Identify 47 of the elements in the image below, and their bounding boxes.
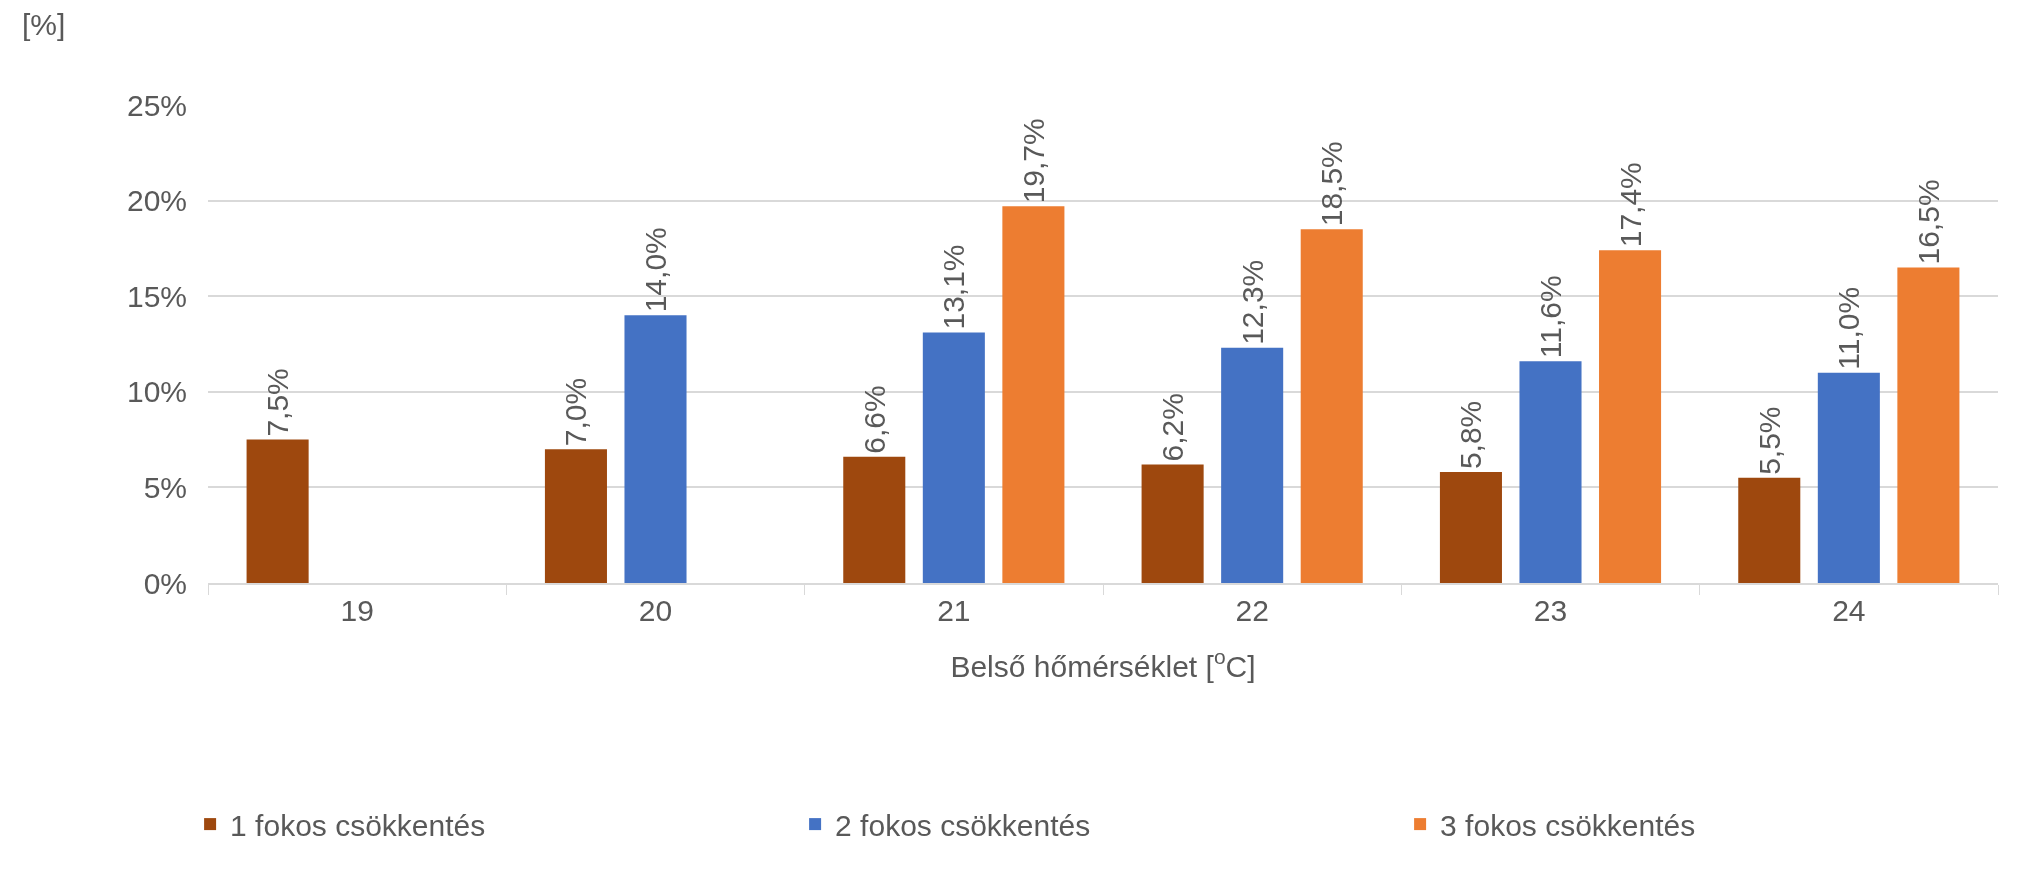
data-label: 7,5% xyxy=(261,368,295,437)
bar xyxy=(1897,267,1960,583)
x-tick-label: 20 xyxy=(638,594,673,627)
data-label: 11,6% xyxy=(1534,275,1567,359)
bar xyxy=(624,315,687,583)
bar xyxy=(1738,477,1801,583)
data-label: 11,0% xyxy=(1832,286,1866,370)
data-label: 14,0% xyxy=(639,227,672,313)
x-tick-label: 23 xyxy=(1533,594,1568,627)
bar xyxy=(1141,464,1204,583)
x-tick-label: 22 xyxy=(1235,594,1269,627)
data-label: 5,5% xyxy=(1752,406,1786,475)
data-label: 12,3% xyxy=(1235,259,1269,345)
bar xyxy=(1599,250,1662,583)
bar xyxy=(1221,347,1284,583)
bar xyxy=(1002,206,1065,583)
data-label: 13,1% xyxy=(937,244,971,330)
y-tick-label: 10% xyxy=(126,375,187,409)
y-tick-label: 25% xyxy=(126,88,187,122)
data-label: 16,5% xyxy=(1911,179,1945,265)
data-label: 17,4% xyxy=(1613,162,1647,248)
legend-label: 2 fokos csökkentés xyxy=(835,808,1091,842)
data-label: 7,0% xyxy=(559,377,593,447)
bar xyxy=(1439,472,1502,583)
bar xyxy=(246,439,309,583)
data-label: 6,6% xyxy=(857,385,891,454)
data-label: 18,5% xyxy=(1315,141,1349,227)
x-tick-label: 21 xyxy=(937,594,971,627)
bar xyxy=(1817,372,1880,583)
data-label: 19,7% xyxy=(1016,118,1050,204)
bar xyxy=(922,332,985,583)
bar xyxy=(1519,361,1582,583)
bar xyxy=(843,456,906,583)
bar xyxy=(544,449,607,583)
y-axis-title: [%] xyxy=(22,8,66,41)
x-axis-title: Belső hőmérséklet [$^{o}$C] xyxy=(950,645,1256,683)
y-tick-label: 5% xyxy=(143,470,187,504)
legend-label: 3 fokos csökkentés xyxy=(1440,808,1696,842)
data-label: 5,8% xyxy=(1454,400,1488,470)
y-tick-label: 0% xyxy=(143,566,187,600)
x-tick-label: 24 xyxy=(1832,594,1866,627)
x-tick-label: 19 xyxy=(340,594,374,627)
legend-label: 1 fokos csökkentés xyxy=(230,808,486,842)
bar xyxy=(1300,229,1363,583)
y-tick-label: 15% xyxy=(126,279,187,313)
y-tick-label: 20% xyxy=(126,184,187,218)
data-label: 6,2% xyxy=(1156,393,1190,462)
